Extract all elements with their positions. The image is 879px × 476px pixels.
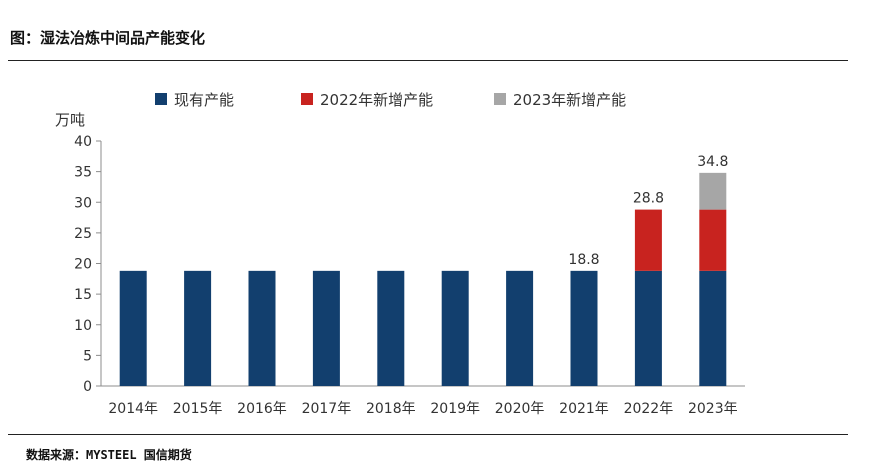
bar-1-6 <box>441 270 469 386</box>
bar-1-5 <box>377 270 405 386</box>
x-tick-label: 2014年 <box>108 401 158 417</box>
x-tick-label: 2021年 <box>559 401 609 417</box>
legend-label-1: 现有产能 <box>174 91 234 109</box>
bar-2-10 <box>699 209 727 271</box>
bottom-rule <box>8 434 848 435</box>
x-tick-label: 2023年 <box>688 401 738 417</box>
y-tick-label: 5 <box>83 348 92 364</box>
bar-1-1 <box>119 270 147 386</box>
y-tick-label: 0 <box>83 379 92 395</box>
x-tick-label: 2017年 <box>302 401 352 417</box>
legend-swatch-1 <box>155 93 167 105</box>
x-tick-label: 2016年 <box>237 401 287 417</box>
x-tick-label: 2019年 <box>430 401 480 417</box>
x-tick-label: 2015年 <box>173 401 223 417</box>
legend-swatch-2 <box>301 93 313 105</box>
legend-label-3: 2023年新增产能 <box>513 91 626 109</box>
data-label: 34.8 <box>697 154 728 170</box>
legend-label-2: 2022年新增产能 <box>320 91 433 109</box>
y-tick-label: 35 <box>74 165 92 181</box>
data-label: 18.8 <box>568 252 599 268</box>
y-tick-label: 10 <box>74 318 92 334</box>
figure-title: 图：湿法冶炼中间品产能变化 <box>10 29 206 47</box>
x-tick-label: 2018年 <box>366 401 416 417</box>
bar-3-10 <box>699 172 727 210</box>
y-axis-unit: 万吨 <box>55 111 85 129</box>
y-tick-label: 25 <box>74 226 92 242</box>
x-tick-label: 2020年 <box>495 401 545 417</box>
bar-1-3 <box>248 270 276 386</box>
bar-1-10 <box>699 270 727 386</box>
y-tick-label: 30 <box>74 195 92 211</box>
source-note: 数据来源：MYSTEEL 国信期货 <box>26 448 192 462</box>
y-tick-label: 20 <box>74 257 92 273</box>
bar-2-9 <box>634 209 662 271</box>
top-rule <box>8 60 848 61</box>
x-tick-label: 2022年 <box>624 401 674 417</box>
bar-1-9 <box>634 270 662 386</box>
legend-swatch-3 <box>494 93 506 105</box>
bar-1-2 <box>184 270 212 386</box>
y-tick-label: 15 <box>74 287 92 303</box>
y-tick-label: 40 <box>74 134 92 150</box>
bar-1-4 <box>312 270 340 386</box>
bar-1-7 <box>506 270 534 386</box>
bar-1-8 <box>570 270 598 386</box>
data-label: 28.8 <box>633 191 664 207</box>
